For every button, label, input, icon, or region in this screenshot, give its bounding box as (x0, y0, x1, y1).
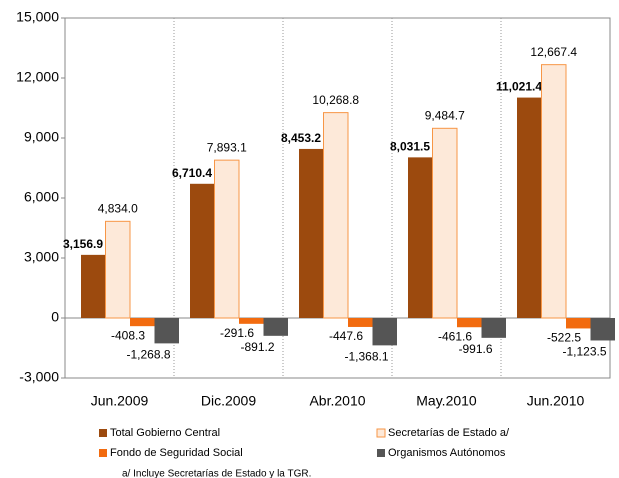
data-label: 9,484.7 (425, 108, 465, 122)
data-label: -991.6 (458, 342, 492, 356)
bar (105, 220, 131, 319)
data-label: -291.6 (220, 326, 254, 340)
bar (408, 157, 433, 318)
legend-label: Organismos Autónomos (388, 447, 506, 459)
bar (214, 159, 240, 319)
y-tick-label: 3,000 (24, 249, 59, 265)
bar (190, 183, 215, 318)
bar (432, 127, 458, 319)
bar (372, 318, 397, 346)
bar (457, 318, 482, 328)
legend-swatch (377, 449, 385, 457)
y-tick-label: 9,000 (24, 129, 59, 145)
legend-label: Secretarías de Estado a/ (388, 427, 510, 439)
y-tick-label: 15,000 (16, 9, 59, 25)
bar (517, 97, 542, 319)
data-label: -461.6 (438, 329, 472, 343)
bar (348, 318, 373, 327)
y-tick-label: 6,000 (24, 189, 59, 205)
data-label: 12,667.4 (530, 45, 577, 59)
legend-swatch (99, 429, 107, 437)
data-label: 8,453.2 (281, 131, 321, 145)
data-label: -1,368.1 (344, 350, 388, 364)
bar (566, 318, 591, 329)
x-tick-label: Jun.2009 (91, 393, 149, 409)
legend-label: Total Gobierno Central (110, 427, 220, 439)
data-label: -408.3 (111, 328, 145, 342)
bar (481, 318, 506, 338)
y-tick-label: 12,000 (16, 69, 59, 85)
bar (154, 318, 179, 344)
data-label: -1,123.5 (562, 345, 606, 359)
data-label: 3,156.9 (63, 237, 103, 251)
x-tick-label: Abr.2010 (309, 393, 365, 409)
bar (299, 148, 324, 318)
data-label: 11,021.4 (496, 80, 542, 94)
bar (263, 318, 288, 336)
bar (541, 64, 567, 319)
y-tick-label: -3,000 (19, 369, 59, 385)
data-label: 6,710.4 (172, 166, 212, 180)
footnote: a/ Incluye Secretarías de Estado y la TG… (122, 469, 311, 478)
x-tick-label: Jun.2010 (527, 393, 585, 409)
bar (239, 318, 264, 324)
bar (130, 318, 155, 327)
data-label: 10,268.8 (312, 93, 359, 107)
legend-label: Fondo de Seguridad Social (110, 447, 243, 459)
data-label: -522.5 (547, 331, 581, 345)
data-label: -447.6 (329, 329, 363, 343)
bar (323, 112, 349, 319)
data-label: -1,268.8 (126, 348, 170, 362)
bar (81, 254, 106, 318)
data-label: 4,834.0 (98, 201, 138, 215)
legend-swatch (99, 449, 107, 457)
data-label: -891.2 (240, 340, 274, 354)
data-label: 8,031.5 (390, 140, 430, 154)
legend-swatch (376, 428, 386, 438)
y-tick-label: 0 (51, 309, 59, 325)
x-tick-label: May.2010 (416, 393, 477, 409)
bar (590, 318, 615, 341)
data-label: 7,893.1 (207, 140, 247, 154)
x-tick-label: Dic.2009 (201, 393, 256, 409)
